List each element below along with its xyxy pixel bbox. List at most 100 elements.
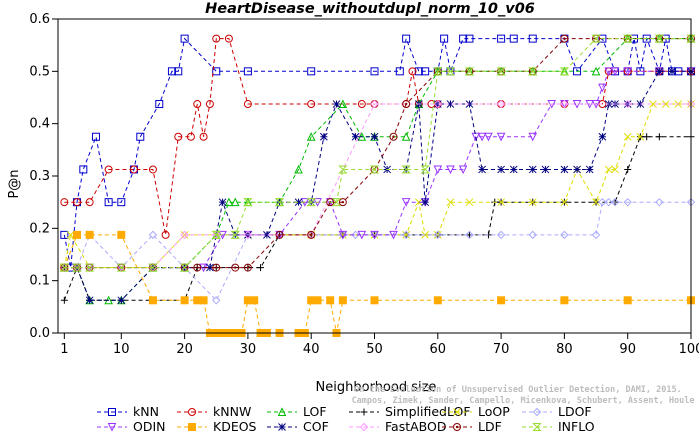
point-INFLO-70 <box>496 67 506 76</box>
y-tick-label: 0.3 <box>29 169 50 184</box>
point-COF-95 <box>655 67 664 76</box>
legend-marker-LDOF <box>532 407 542 417</box>
point-FastABOD-90 <box>623 99 632 109</box>
legend-item-kNN: kNN <box>97 404 159 419</box>
legend-label: KDEOS <box>213 419 257 434</box>
legend-label: COF <box>303 419 329 434</box>
point-LDOF-25 <box>212 296 221 305</box>
point-LDF-80 <box>560 34 569 43</box>
point-LOF-40 <box>306 132 316 141</box>
point-kNN-61 <box>440 34 449 43</box>
legend-label: INFLO <box>558 419 595 434</box>
legend-item-COF: COF <box>267 419 329 434</box>
legend-label: SimplifiedLOF <box>385 404 471 419</box>
point-COF-33 <box>263 231 271 239</box>
point-ODIN-88 <box>610 67 620 76</box>
point-COF-50 <box>370 132 379 141</box>
point-LDF-35 <box>275 230 284 239</box>
legend-item-LDF: LDF <box>442 419 502 434</box>
y-tick-label: 0.0 <box>29 326 50 341</box>
y-tick-label: 0.4 <box>29 117 50 132</box>
point-INFLO-35 <box>274 198 285 207</box>
point-LDOF-15 <box>148 230 158 240</box>
point-LDF-53 <box>389 132 398 141</box>
point-kNN-54 <box>395 67 404 76</box>
point-kNN-57 <box>414 67 423 76</box>
series-line-kNNW <box>64 38 691 235</box>
point-INFLO-40 <box>306 198 316 207</box>
legend-marker-LOF <box>277 407 287 416</box>
point-kNNW-48 <box>357 100 366 109</box>
point-COF-70 <box>497 165 505 174</box>
point-INFLO-62 <box>445 67 456 76</box>
legend-label: kNN <box>133 404 159 419</box>
x-tick-label: 30 <box>240 342 257 357</box>
point-INFLO-20 <box>179 263 190 272</box>
point-kNNW-8 <box>104 165 113 174</box>
point-kNN-10 <box>117 198 126 207</box>
point-INFLO-60 <box>433 67 443 76</box>
point-LDOF-87 <box>604 197 613 207</box>
point-INFLO-90 <box>622 34 633 43</box>
legend-label: LDF <box>478 419 502 434</box>
point-LDOF-88 <box>610 197 620 207</box>
point-COF-72 <box>509 165 518 174</box>
point-ODIN-53 <box>389 230 398 240</box>
point-kNN-86 <box>598 34 607 43</box>
point-kNNW-5 <box>85 198 94 207</box>
x-tick-label: 60 <box>430 342 447 357</box>
legend-item-KDEOS: KDEOS <box>177 419 257 434</box>
point-kNNW-12 <box>129 165 138 174</box>
point-LOF-55 <box>401 132 411 141</box>
point-kNNW-56 <box>408 67 417 76</box>
legend-item-INFLO: INFLO <box>522 419 595 434</box>
point-kNNW-1 <box>60 198 69 207</box>
series-FastABOD <box>60 99 696 272</box>
point-LDOF-47 <box>351 230 360 240</box>
legend-marker-FastABOD <box>359 422 369 432</box>
point-kNN-1 <box>60 230 69 239</box>
point-LDF-30 <box>243 263 252 272</box>
point-ODIN-48 <box>357 230 367 240</box>
y-tick-label: 0.2 <box>29 221 50 236</box>
series-line-SimplifiedLOF <box>63 136 691 301</box>
series-KDEOS <box>60 230 695 337</box>
point-ODIN-75 <box>528 132 538 142</box>
point-ODIN-68 <box>484 132 493 142</box>
point-kNN-13 <box>136 132 145 141</box>
legend-marker-COF <box>278 423 286 431</box>
point-LOF-27 <box>224 197 234 207</box>
point-LDOF-70 <box>496 230 506 240</box>
point-KDEOS-31 <box>250 296 259 305</box>
point-LOF-28 <box>230 197 240 207</box>
point-SimplifiedLOF-95 <box>655 133 663 141</box>
point-COF-5 <box>85 296 94 305</box>
point-COF-97 <box>668 67 676 76</box>
legend: kNN kNNW LOF SimplifiedLOF LoOP LDOF ODIN KDEOS… <box>97 404 595 434</box>
point-LDF-28 <box>231 263 240 272</box>
x-tick-label: 50 <box>366 342 383 357</box>
legend-marker-KDEOS <box>188 423 196 431</box>
point-ODIN-60 <box>433 165 443 175</box>
point-KDEOS-80 <box>560 296 569 305</box>
point-kNNW-19 <box>174 132 183 141</box>
point-COF-80 <box>560 165 569 174</box>
point-LDOF-95 <box>655 197 664 207</box>
credit-line-1: On the Evaluation of Unsupervised Outlie… <box>354 384 682 395</box>
point-LoOP-45 <box>338 231 347 239</box>
point-COF-44 <box>332 100 341 108</box>
point-LDOF-80 <box>560 230 569 240</box>
point-LDOF-65 <box>465 230 474 240</box>
point-SimplifiedLOF-93 <box>643 133 651 141</box>
series-line-kNN <box>63 36 691 268</box>
point-INFLO-15 <box>148 263 158 272</box>
point-LOF-38 <box>294 164 303 174</box>
point-INFLO-44 <box>331 198 342 207</box>
point-LoOP-96 <box>661 100 670 108</box>
credit-line-2: Campos, Zimek, Sander, Campello, Micenko… <box>352 395 695 406</box>
legend-marker-kNN <box>108 408 116 416</box>
point-LDF-45 <box>338 198 347 207</box>
legend-item-LoOP: LoOP <box>442 404 510 419</box>
point-COF-58 <box>421 198 429 207</box>
point-LoOP-94 <box>649 100 657 108</box>
